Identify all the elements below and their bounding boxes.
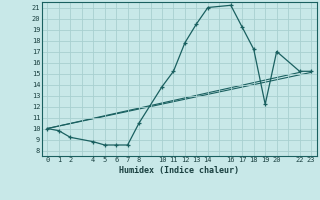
X-axis label: Humidex (Indice chaleur): Humidex (Indice chaleur)	[119, 166, 239, 175]
